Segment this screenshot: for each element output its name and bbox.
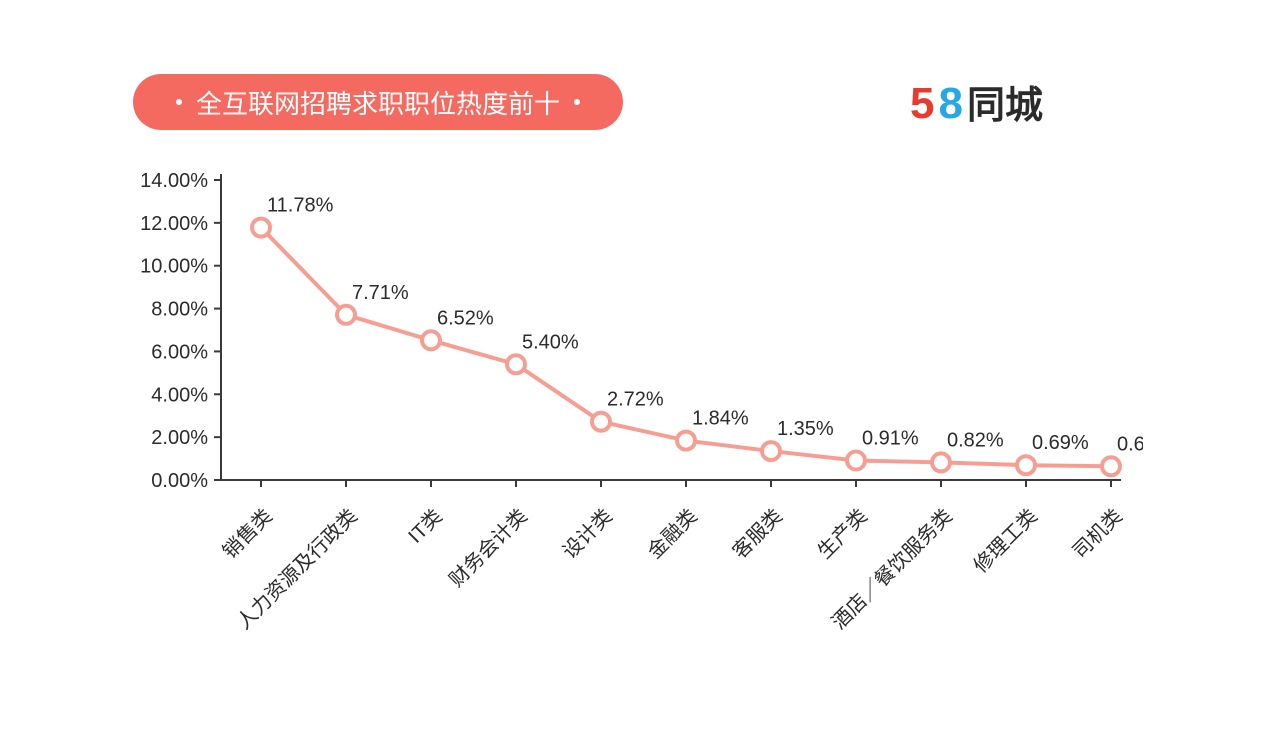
data-point-label: 11.78% [267,195,334,217]
data-point-label: 0.91% [862,428,919,450]
y-tick-label: 10.00% [140,256,208,278]
y-tick-label: 2.00% [151,427,208,449]
data-point-label: 0.82% [947,429,1004,451]
chart-svg: 0.00% 2.00% 4.00% 6.00% 8.00% 10.00% 12.00% 14.… [133,170,1143,710]
data-point-label: 0.69% [1032,432,1089,454]
title-dot-left [176,99,182,105]
data-point-label: 1.35% [777,418,834,440]
data-point-label: 1.84% [692,408,749,430]
y-tick-label: 0.00% [151,470,208,492]
logo-five: 5 [910,79,934,129]
y-tick-label: 14.00% [140,170,208,192]
data-point-label: 5.40% [522,331,579,353]
data-point-label: 2.72% [607,389,664,411]
data-point-label: 0.64% [1117,433,1143,455]
logo-cn: 同城 [967,74,1043,129]
line-chart: 0.00% 2.00% 4.00% 6.00% 8.00% 10.00% 12.00% 14.… [133,170,1143,710]
title-dot-right [574,99,580,105]
brand-logo: 5 8 同城 [910,74,1043,129]
data-point-label: 7.71% [352,282,409,304]
chart-title-pill: 全互联网招聘求职职位热度前十 [133,74,623,130]
y-tick-label: 4.00% [151,384,208,406]
chart-title-text: 全互联网招聘求职职位热度前十 [196,84,560,121]
data-point-label: 6.52% [437,307,494,329]
y-tick-label: 8.00% [151,299,208,321]
y-tick-label: 12.00% [140,213,208,235]
y-tick-label: 6.00% [151,341,208,363]
logo-eight: 8 [938,79,962,129]
